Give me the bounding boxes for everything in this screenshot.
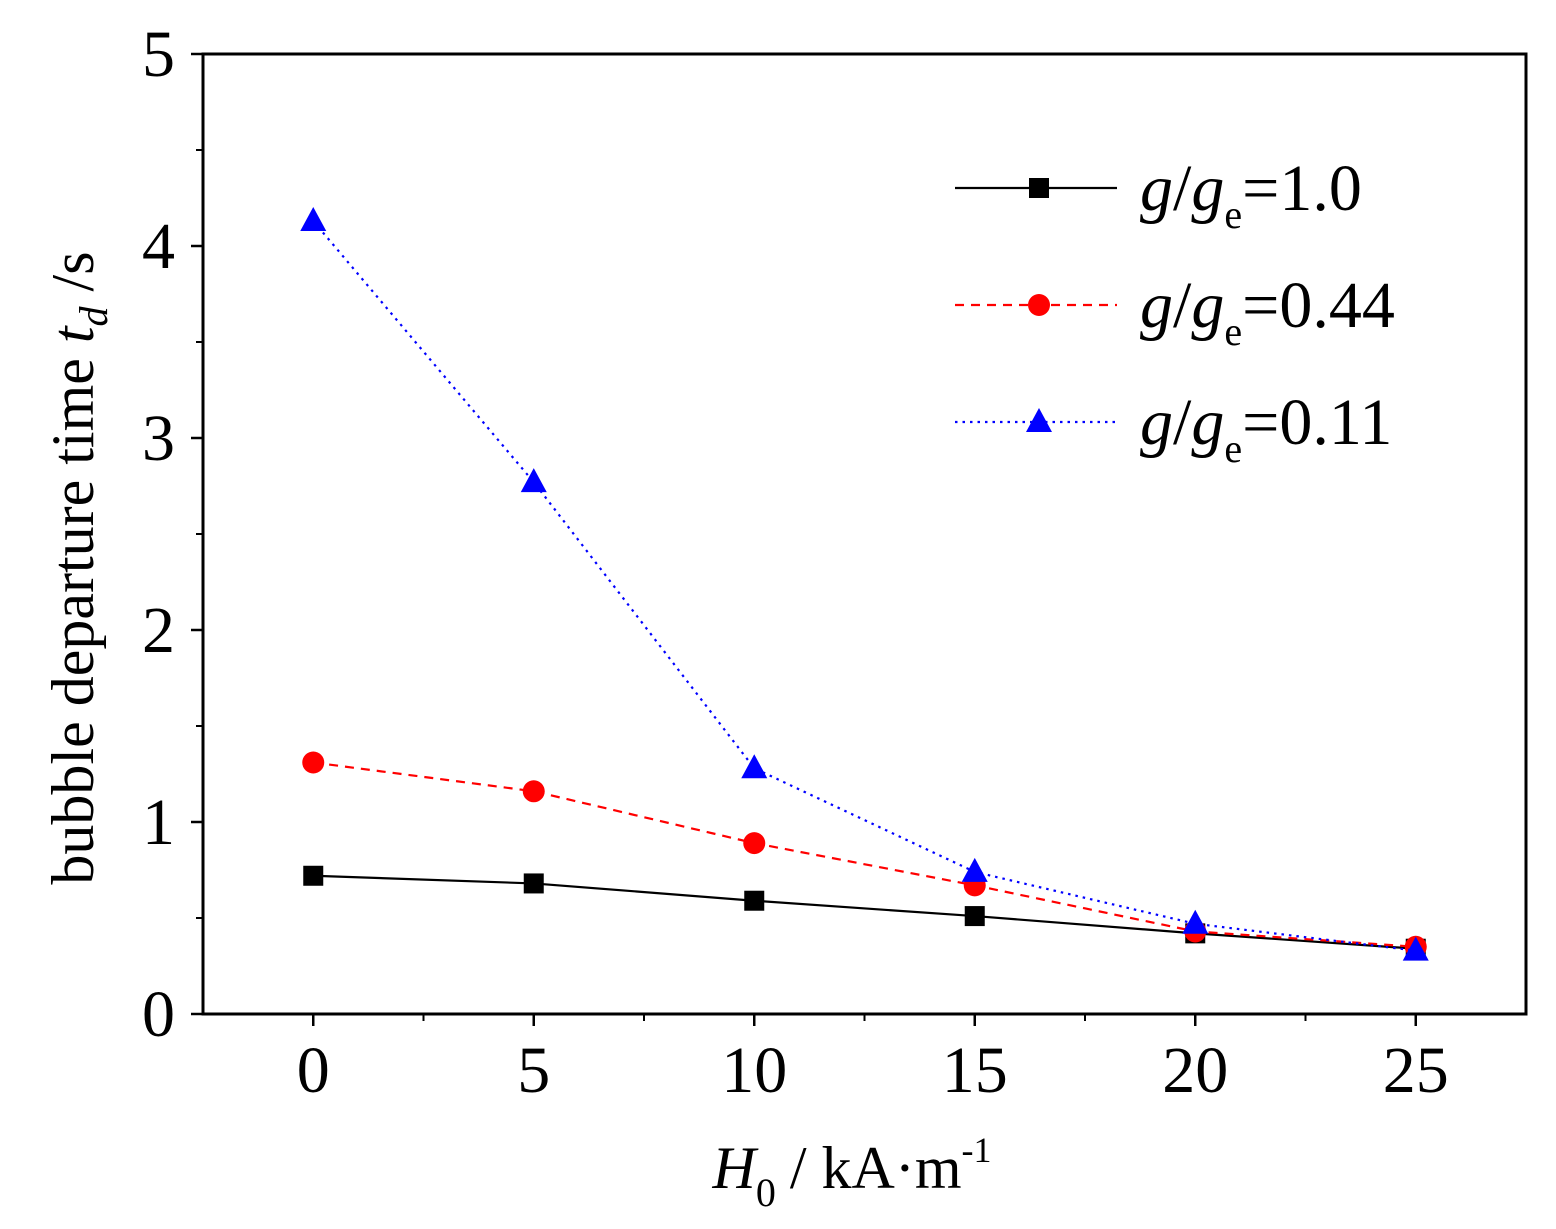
legend-marker: [1029, 178, 1049, 198]
y-axis-label: bubble departure time td /s: [40, 251, 116, 884]
x-tick-label: 0: [297, 1034, 330, 1107]
series-1: [303, 865, 1426, 959]
series-line: [313, 761, 1416, 948]
data-point: [744, 890, 765, 911]
y-tick-label: 5: [142, 18, 175, 91]
y-axis-label-subscript: d: [71, 305, 116, 326]
x-axis-label-symbol: H: [712, 1135, 760, 1201]
y-tick-label: 1: [142, 786, 175, 859]
data-point: [302, 751, 325, 774]
data-point: [300, 207, 327, 232]
data-point: [520, 468, 547, 493]
y-tick-label: 4: [142, 210, 175, 283]
y-axis-label-unit: /s: [40, 251, 106, 306]
legend-label: g/ge=1.0: [1140, 152, 1362, 237]
data-point: [964, 906, 985, 927]
legend: g/ge=1.0 g/ge=0.44 g/ge=0.11: [955, 152, 1395, 471]
y-tick-label: 3: [142, 402, 175, 475]
data-point: [522, 780, 545, 803]
x-tick-label: 20: [1162, 1034, 1228, 1107]
legend-label: g/ge=0.44: [1140, 269, 1395, 354]
data-point: [1182, 909, 1209, 934]
data-point: [303, 865, 324, 886]
x-axis-label-superscript: -1: [962, 1130, 992, 1170]
series-2: [302, 751, 1427, 958]
x-axis-label: H0 / kA·m-1: [712, 1130, 992, 1215]
data-point: [523, 873, 544, 894]
data-point: [1402, 936, 1429, 961]
y-tick-label: 0: [142, 978, 175, 1051]
legend-item: g/ge=0.44: [955, 269, 1395, 354]
legend-marker: [1028, 294, 1050, 316]
y-axis-label-text: bubble departure time: [40, 343, 106, 884]
x-tick-label: 15: [942, 1034, 1008, 1107]
x-tick-label: 10: [721, 1034, 787, 1107]
data-point: [743, 832, 766, 855]
y-tick-label: 2: [142, 594, 175, 667]
series-3: [300, 207, 1429, 961]
x-axis-label-unit: / kA·m: [790, 1135, 962, 1201]
x-tick-label: 5: [517, 1034, 550, 1107]
data-point: [741, 754, 768, 779]
legend-marker: [1026, 408, 1052, 432]
y-axis-label-symbol: t: [40, 325, 106, 343]
x-axis-label-subscript: 0: [756, 1170, 776, 1215]
series-layer: [300, 207, 1429, 961]
legend-item: g/ge=1.0: [955, 152, 1362, 237]
legend-label: g/ge=0.11: [1140, 386, 1392, 471]
axes: 0 5 10 15 20 25 0 1 2 3 4 5: [142, 18, 1449, 1107]
series-line: [313, 874, 1416, 950]
legend-item: g/ge=0.11: [955, 386, 1392, 471]
x-tick-label: 25: [1383, 1034, 1449, 1107]
data-point: [961, 857, 988, 882]
